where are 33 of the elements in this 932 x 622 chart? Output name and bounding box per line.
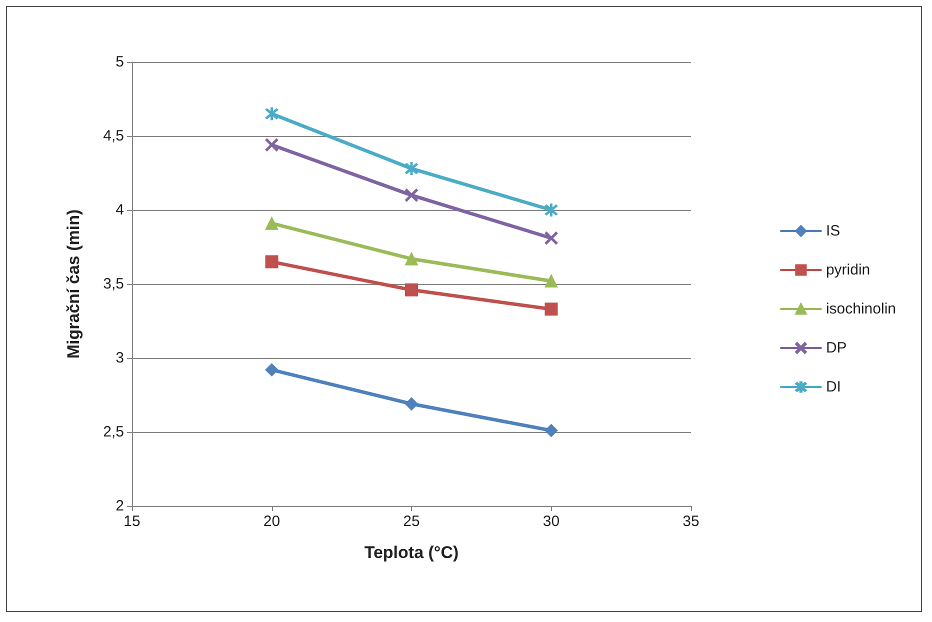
point: [405, 397, 418, 410]
point: [265, 138, 278, 152]
point: [544, 424, 558, 438]
x-axis-title: Teplota (°C): [364, 543, 459, 562]
point: [405, 283, 418, 296]
y-tick-label: 3: [116, 350, 124, 366]
point: [265, 255, 278, 268]
point: [265, 363, 278, 376]
point: [544, 204, 558, 216]
point: [265, 216, 278, 230]
legend-label: DP: [826, 340, 847, 356]
legend-label: isochinolin: [826, 300, 896, 318]
x-tick-label: 20: [263, 513, 280, 530]
y-axis-title: Migrační čas (min): [64, 209, 83, 359]
point: [544, 274, 558, 288]
point: [405, 188, 418, 202]
y-tick-label: 2,5: [103, 424, 124, 440]
legend-label: pyridin: [826, 262, 870, 278]
y-tick-label: 2: [116, 498, 124, 514]
point: [405, 252, 418, 266]
y-tick-label: 5: [116, 54, 124, 70]
point: [265, 107, 278, 120]
point: [544, 302, 558, 316]
y-tick-label: 4,5: [103, 128, 124, 144]
legend-label: DI: [826, 378, 841, 396]
x-tick-label: 30: [542, 513, 560, 530]
y-tick-label: 3,5: [103, 276, 124, 292]
x-tick-label: 15: [124, 513, 140, 530]
point: [544, 232, 558, 245]
x-tick-label: 35: [682, 513, 700, 530]
legend-label: IS: [826, 222, 840, 240]
x-tick-label: 25: [403, 513, 420, 530]
y-tick-label: 4: [116, 202, 124, 218]
